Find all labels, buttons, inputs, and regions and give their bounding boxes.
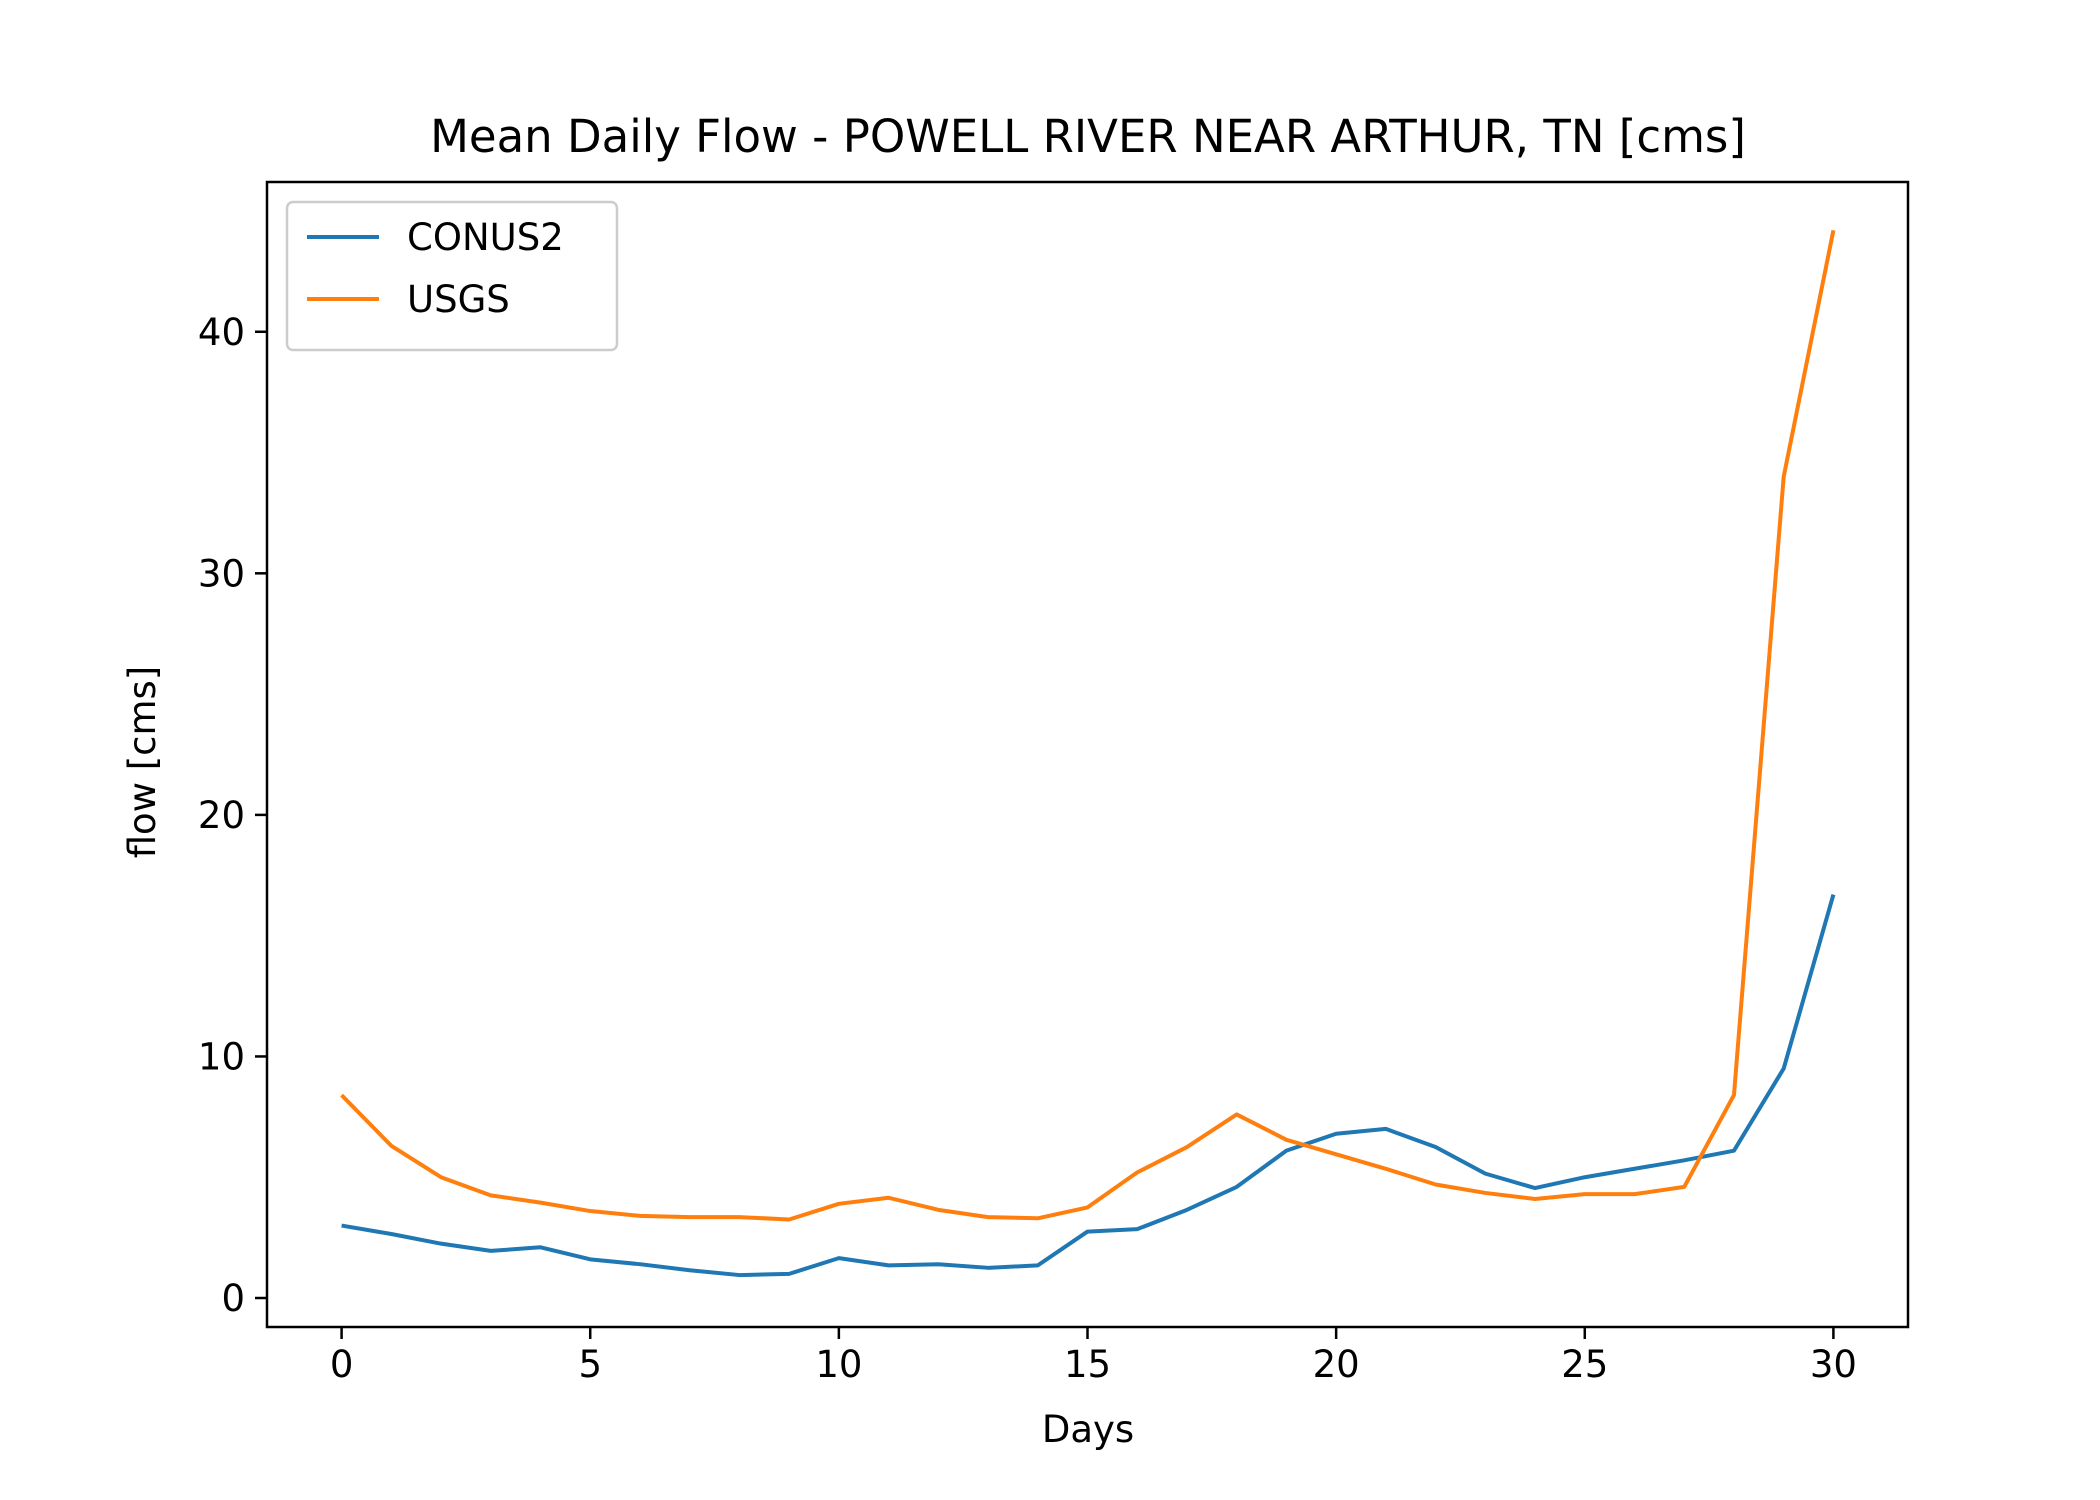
data-point-usgs	[339, 1092, 345, 1098]
data-point-usgs	[736, 1214, 742, 1220]
data-point-conus2	[1134, 1226, 1140, 1232]
data-point-usgs	[488, 1192, 494, 1198]
data-point-conus2	[1283, 1148, 1289, 1154]
data-point-conus2	[538, 1244, 544, 1250]
data-point-usgs	[1582, 1191, 1588, 1197]
data-point-usgs	[1283, 1137, 1289, 1143]
data-point-usgs	[1781, 474, 1787, 480]
data-point-conus2	[438, 1241, 444, 1247]
data-point-usgs	[1532, 1196, 1538, 1202]
series-line-conus2	[341, 894, 1836, 1278]
legend: CONUS2 USGS	[285, 200, 619, 352]
data-point-conus2	[339, 1223, 345, 1229]
data-point-usgs	[935, 1207, 941, 1213]
y-tick-label: 10	[198, 1035, 245, 1078]
data-point-usgs	[1234, 1111, 1240, 1117]
data-point-conus2	[1184, 1207, 1190, 1213]
data-point-conus2	[985, 1265, 991, 1271]
data-point-conus2	[1333, 1131, 1339, 1137]
y-axis: 0 10 20 30 40	[198, 311, 267, 1320]
data-point-conus2	[1482, 1171, 1488, 1177]
data-point-conus2	[1582, 1174, 1588, 1180]
x-tick-label: 0	[330, 1343, 354, 1386]
x-axis-label: Days	[1042, 1408, 1134, 1451]
x-tick-label: 15	[1064, 1343, 1111, 1386]
y-axis-label: flow [cms]	[121, 666, 164, 859]
series-layer	[339, 227, 1836, 1278]
series-line-usgs	[340, 229, 1836, 1222]
data-point-usgs	[637, 1213, 643, 1219]
data-point-conus2	[1383, 1126, 1389, 1132]
data-point-conus2	[1532, 1185, 1538, 1191]
data-point-usgs	[438, 1174, 444, 1180]
data-point-conus2	[935, 1261, 941, 1267]
data-point-usgs	[786, 1217, 792, 1223]
x-axis: 0 5 10 15 20 25 30	[330, 1327, 1857, 1386]
data-point-conus2	[488, 1248, 494, 1254]
data-point-usgs	[538, 1200, 544, 1206]
legend-label: CONUS2	[407, 216, 564, 259]
data-point-conus2	[1731, 1148, 1737, 1154]
data-point-usgs	[1333, 1151, 1339, 1157]
y-tick-label: 30	[198, 552, 245, 595]
data-point-conus2	[388, 1231, 394, 1237]
data-point-conus2	[1433, 1144, 1439, 1150]
x-tick-label: 20	[1313, 1343, 1360, 1386]
data-point-conus2	[587, 1256, 593, 1262]
data-point-conus2	[836, 1255, 842, 1261]
data-point-usgs	[587, 1208, 593, 1214]
data-point-usgs	[985, 1214, 991, 1220]
data-point-conus2	[786, 1271, 792, 1277]
data-point-conus2	[886, 1262, 892, 1268]
data-point-usgs	[836, 1201, 842, 1207]
data-point-usgs	[1134, 1169, 1140, 1175]
data-point-conus2	[1234, 1184, 1240, 1190]
data-point-conus2	[1681, 1157, 1687, 1163]
chart-title: Mean Daily Flow - POWELL RIVER NEAR ARTH…	[430, 110, 1746, 163]
data-point-conus2	[1035, 1262, 1041, 1268]
x-tick-label: 25	[1561, 1343, 1608, 1386]
y-tick-label: 40	[198, 311, 245, 354]
data-point-usgs	[1830, 227, 1836, 233]
data-point-usgs	[1085, 1204, 1091, 1210]
data-point-usgs	[886, 1195, 892, 1201]
data-point-usgs	[1482, 1190, 1488, 1196]
data-point-usgs	[1035, 1215, 1041, 1221]
data-point-usgs	[388, 1143, 394, 1149]
data-point-conus2	[1632, 1166, 1638, 1172]
plot-area: 0 5 10 15 20 25 30 0 10 20 30 40	[198, 180, 1910, 1386]
data-point-usgs	[1731, 1092, 1737, 1098]
x-tick-label: 30	[1810, 1343, 1857, 1386]
data-point-usgs	[1383, 1166, 1389, 1172]
data-point-conus2	[1830, 892, 1836, 898]
data-point-conus2	[1781, 1066, 1787, 1072]
data-point-usgs	[687, 1214, 693, 1220]
data-point-conus2	[637, 1261, 643, 1267]
data-point-usgs	[1433, 1181, 1439, 1187]
data-point-conus2	[736, 1272, 742, 1278]
legend-label: USGS	[407, 278, 510, 321]
data-point-usgs	[1632, 1191, 1638, 1197]
x-tick-label: 5	[578, 1343, 602, 1386]
y-tick-label: 20	[198, 794, 245, 837]
data-point-usgs	[1681, 1184, 1687, 1190]
data-point-usgs	[1184, 1144, 1190, 1150]
y-tick-label: 0	[221, 1277, 245, 1320]
data-point-conus2	[1085, 1229, 1091, 1235]
data-point-conus2	[687, 1267, 693, 1273]
x-tick-label: 10	[815, 1343, 862, 1386]
